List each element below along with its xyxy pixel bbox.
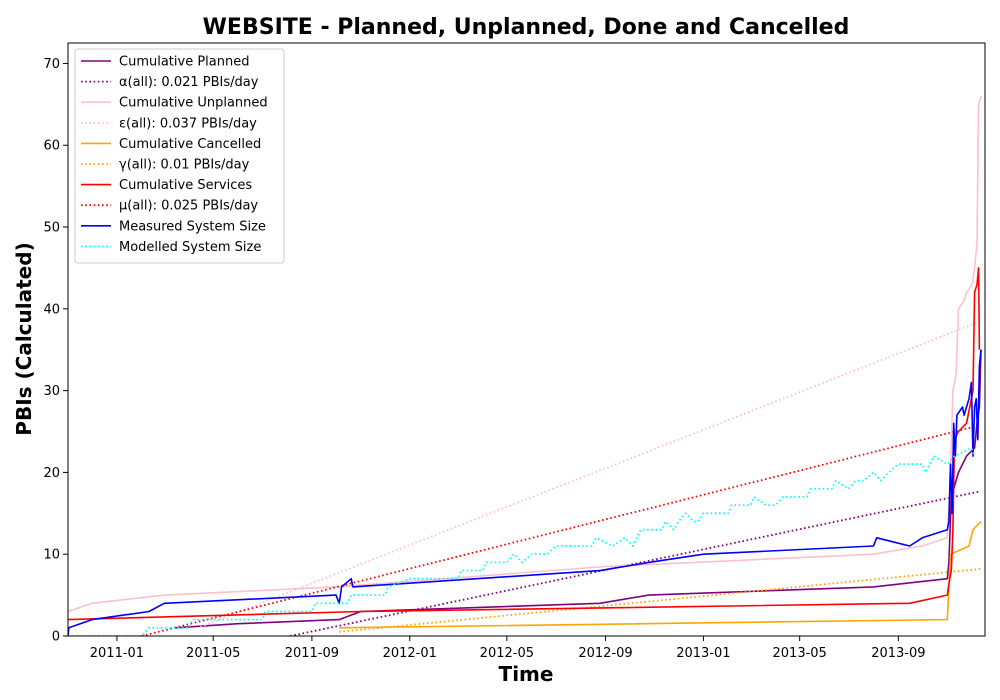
- legend-label-9: Modelled System Size: [119, 240, 261, 255]
- series-line-4: [339, 520, 982, 629]
- legend-box: [74, 48, 285, 264]
- series-line-8: [68, 349, 982, 636]
- y-axis-label: PBIs (Calculated): [12, 242, 36, 435]
- legend-label-3: ε(all): 0.037 PBIs/day: [119, 116, 257, 131]
- legend-label-0: Cumulative Planned: [119, 55, 249, 70]
- y-tick-label-6: 60: [43, 139, 60, 154]
- x-tick-label-6: 2013-01: [676, 646, 730, 661]
- y-tick-label-0: 0: [52, 630, 60, 645]
- x-tick-label-1: 2011-05: [186, 646, 240, 661]
- y-tick-label-3: 30: [43, 384, 60, 399]
- y-tick-label-2: 20: [43, 466, 60, 481]
- legend-label-7: μ(all): 0.025 PBIs/day: [119, 199, 258, 214]
- series-line-9: [68, 446, 976, 636]
- x-tick-label-8: 2013-09: [871, 646, 925, 661]
- plot-area: [68, 95, 982, 636]
- y-tick-label-5: 50: [43, 221, 60, 236]
- axes: 2011-01 2011-05 2011-09 2012-01 2012-05 2012-…: [43, 42, 986, 661]
- legend-label-5: γ(all): 0.01 PBIs/day: [119, 158, 250, 173]
- y-tick-label-7: 70: [43, 57, 60, 72]
- chart-title: WEBSITE - Planned, Unplanned, Done and C…: [203, 15, 850, 40]
- legend-label-8: Measured System Size: [119, 219, 266, 234]
- legend-label-4: Cumulative Cancelled: [119, 137, 261, 152]
- x-tick-label-0: 2011-01: [90, 646, 144, 661]
- legend-label-2: Cumulative Unplanned: [119, 96, 268, 111]
- legend: Cumulative Planned α(all): 0.021 PBIs/day…: [74, 48, 285, 264]
- legend-label-6: Cumulative Services: [119, 178, 252, 193]
- x-tick-label-5: 2012-09: [578, 646, 632, 661]
- x-axis-label: Time: [499, 662, 554, 686]
- series-line-0: [175, 349, 982, 629]
- axes-frame: [67, 42, 986, 637]
- x-tick-label-2: 2011-09: [285, 646, 339, 661]
- x-tick-label-3: 2012-01: [383, 646, 437, 661]
- series-line-2: [68, 95, 982, 613]
- x-tick-label-4: 2012-05: [480, 646, 534, 661]
- series-line-3: [200, 320, 982, 628]
- y-tick-label-1: 10: [43, 548, 60, 563]
- x-tick-label-7: 2013-05: [773, 646, 827, 661]
- legend-label-1: α(all): 0.021 PBIs/day: [119, 75, 259, 90]
- series-line-7: [141, 424, 982, 636]
- series-line-1: [290, 490, 982, 636]
- y-tick-label-4: 40: [43, 302, 60, 317]
